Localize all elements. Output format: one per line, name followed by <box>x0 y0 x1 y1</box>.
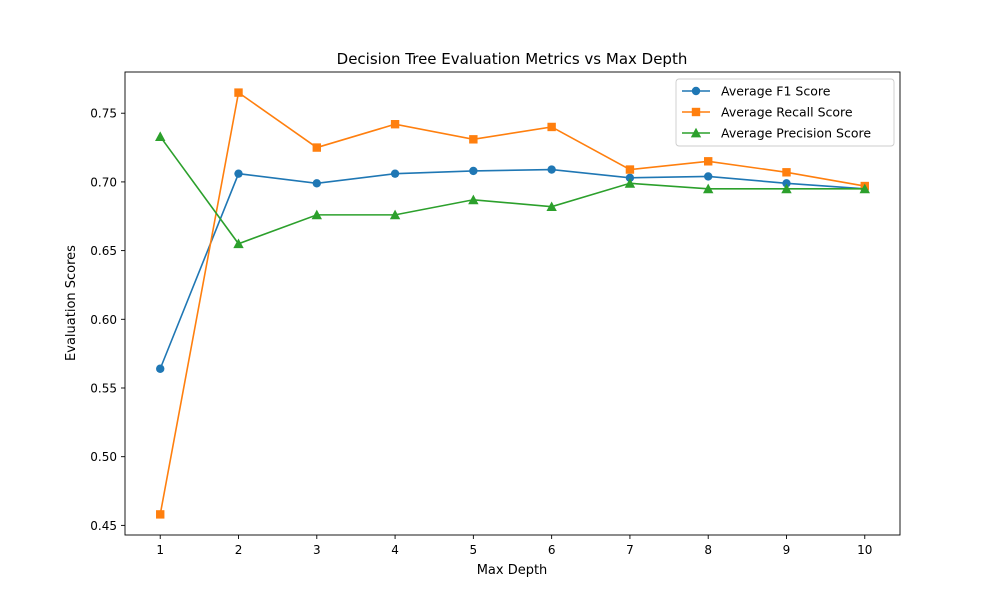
x-tick-label: 4 <box>391 543 399 557</box>
chart-title: Decision Tree Evaluation Metrics vs Max … <box>337 50 688 68</box>
x-tick-label: 8 <box>704 543 712 557</box>
plot-area: 1 2 3 4 5 6 7 8 9 10 0.45 0.50 0.55 0.60 0.65 0.70 0.75 <box>90 71 901 557</box>
x-tick-label: 2 <box>235 543 243 557</box>
data-point <box>468 194 479 205</box>
legend-item: Average Precision Score <box>682 126 871 141</box>
y-tick-label: 0.60 <box>90 313 117 327</box>
x-tick-label: 6 <box>548 543 556 557</box>
x-tick-label: 10 <box>857 543 872 557</box>
data-point <box>781 183 792 194</box>
legend-marker <box>691 107 701 117</box>
data-point <box>390 169 400 178</box>
legend-item: Average Recall Score <box>682 105 853 120</box>
data-point <box>312 143 321 152</box>
data-point <box>859 183 870 194</box>
y-tick-label: 0.50 <box>90 450 117 464</box>
data-point <box>703 183 714 194</box>
data-point <box>390 120 400 129</box>
data-point <box>782 168 791 177</box>
series-0 <box>156 165 869 373</box>
legend: Average F1 Score Average Recall Score Aver… <box>675 78 895 147</box>
data-point <box>469 135 478 144</box>
data-point <box>469 166 478 176</box>
data-point <box>155 131 166 141</box>
data-point <box>704 172 713 181</box>
data-point <box>625 165 635 174</box>
data-point <box>234 169 243 178</box>
series-line <box>159 168 865 370</box>
series-1 <box>156 88 869 519</box>
data-point <box>782 179 791 188</box>
y-tick-label: 0.70 <box>90 175 117 189</box>
series-2 <box>155 131 870 249</box>
series-line <box>159 136 865 245</box>
y-tick-label: 0.55 <box>90 381 117 395</box>
data-point <box>311 209 322 220</box>
y-tick-label: 0.65 <box>90 244 117 258</box>
data-point <box>547 122 556 132</box>
legend-label: Average Precision Score <box>721 126 871 141</box>
data-point <box>234 88 243 97</box>
y-axis-label: Evaluation Scores <box>64 245 79 361</box>
data-point <box>624 178 636 188</box>
x-tick-label: 1 <box>156 543 164 557</box>
x-tick-label: 5 <box>470 543 478 557</box>
x-tick-label: 9 <box>783 543 791 557</box>
data-point <box>156 364 165 373</box>
data-point <box>625 173 635 182</box>
x-axis-label: Max Depth <box>477 563 548 578</box>
legend-box <box>675 78 895 147</box>
x-tick-label: 3 <box>313 543 321 557</box>
axes-frame <box>124 71 901 536</box>
legend-label: Average Recall Score <box>721 105 853 120</box>
legend-marker <box>691 86 701 96</box>
data-point <box>546 201 557 212</box>
series-line <box>159 91 865 515</box>
data-point <box>233 238 244 249</box>
legend-marker <box>690 127 702 138</box>
data-point <box>312 179 321 188</box>
legend-item: Average F1 Score <box>682 84 831 99</box>
data-point <box>547 165 556 174</box>
x-tick-label: 7 <box>626 543 634 557</box>
data-point <box>156 510 165 519</box>
y-tick-label: 0.45 <box>90 519 117 533</box>
y-tick-label: 0.75 <box>90 107 117 121</box>
data-point <box>389 209 401 220</box>
legend-label: Average F1 Score <box>721 84 831 99</box>
data-point <box>704 157 713 166</box>
